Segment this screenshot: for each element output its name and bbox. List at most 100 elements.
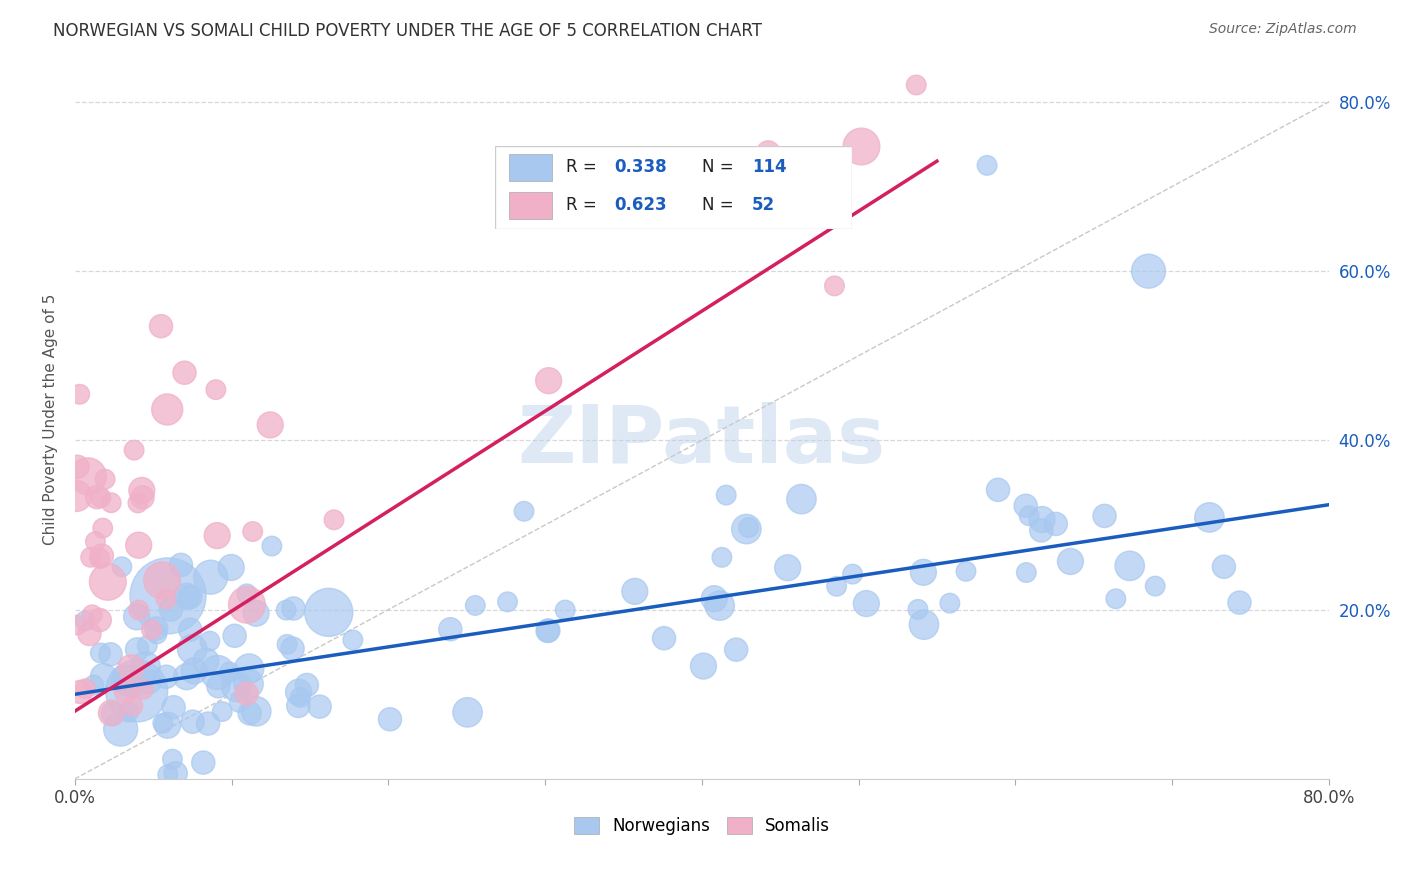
- Norwegians: [912, 617, 935, 632]
- Somalis: [121, 698, 143, 713]
- Norwegians: [138, 674, 160, 689]
- Norwegians: [162, 752, 184, 766]
- Norwegians: [179, 623, 201, 637]
- Somalis: [115, 684, 138, 698]
- Somalis: [69, 685, 91, 699]
- Norwegians: [1031, 512, 1053, 526]
- Norwegians: [855, 597, 877, 611]
- Norwegians: [710, 550, 733, 565]
- Text: Source: ZipAtlas.com: Source: ZipAtlas.com: [1209, 22, 1357, 37]
- Somalis: [745, 153, 768, 167]
- Somalis: [657, 203, 679, 218]
- Norwegians: [1229, 596, 1251, 610]
- Norwegians: [125, 684, 148, 698]
- Norwegians: [238, 662, 260, 676]
- Norwegians: [218, 665, 240, 679]
- Somalis: [84, 534, 107, 549]
- Norwegians: [1198, 510, 1220, 524]
- Norwegians: [318, 605, 340, 619]
- Norwegians: [89, 646, 111, 660]
- Norwegians: [955, 564, 977, 578]
- Norwegians: [181, 642, 204, 657]
- Somalis: [120, 661, 142, 675]
- Norwegians: [976, 158, 998, 172]
- Somalis: [69, 387, 91, 401]
- Somalis: [236, 598, 259, 612]
- Somalis: [66, 459, 89, 474]
- Norwegians: [112, 675, 135, 690]
- Somalis: [807, 156, 830, 170]
- Norwegians: [464, 599, 486, 613]
- Somalis: [86, 490, 108, 504]
- Norwegians: [939, 596, 962, 610]
- Norwegians: [245, 704, 267, 718]
- Norwegians: [457, 706, 479, 720]
- Somalis: [824, 279, 846, 293]
- Somalis: [90, 491, 112, 505]
- Norwegians: [110, 722, 132, 736]
- Somalis: [323, 513, 346, 527]
- Norwegians: [165, 766, 187, 780]
- Norwegians: [1015, 566, 1038, 580]
- Norwegians: [100, 648, 122, 662]
- Norwegians: [737, 520, 759, 534]
- Norwegians: [1059, 554, 1081, 568]
- Norwegians: [120, 677, 142, 691]
- Norwegians: [176, 670, 198, 684]
- Norwegians: [160, 602, 183, 616]
- Norwegians: [554, 603, 576, 617]
- Somalis: [128, 538, 150, 552]
- Norwegians: [1137, 264, 1160, 278]
- Somalis: [127, 496, 149, 510]
- Norwegians: [513, 504, 536, 518]
- Norwegians: [162, 700, 184, 714]
- Norwegians: [1014, 499, 1036, 513]
- Norwegians: [125, 610, 148, 624]
- Norwegians: [692, 659, 714, 673]
- Norwegians: [342, 632, 364, 647]
- Norwegians: [276, 637, 298, 651]
- Norwegians: [198, 634, 221, 648]
- Norwegians: [287, 685, 309, 699]
- Norwegians: [157, 589, 180, 603]
- Norwegians: [283, 601, 305, 615]
- Norwegians: [197, 716, 219, 731]
- Norwegians: [145, 622, 167, 636]
- Norwegians: [239, 706, 262, 721]
- Norwegians: [987, 483, 1010, 497]
- Somalis: [89, 613, 111, 627]
- Norwegians: [308, 699, 330, 714]
- Norwegians: [1105, 591, 1128, 606]
- Somalis: [77, 469, 100, 483]
- Norwegians: [790, 492, 813, 507]
- Norwegians: [224, 629, 246, 643]
- Somalis: [242, 524, 264, 539]
- Somalis: [97, 574, 120, 589]
- Norwegians: [170, 558, 193, 572]
- Norwegians: [219, 560, 242, 574]
- Norwegians: [75, 614, 97, 628]
- Norwegians: [1018, 508, 1040, 523]
- Norwegians: [1118, 558, 1140, 573]
- Norwegians: [183, 664, 205, 678]
- Norwegians: [194, 654, 217, 668]
- Norwegians: [735, 522, 758, 536]
- Somalis: [205, 383, 228, 397]
- Somalis: [100, 496, 122, 510]
- Somalis: [173, 366, 195, 380]
- Norwegians: [111, 559, 134, 574]
- Somalis: [131, 491, 153, 505]
- Norwegians: [115, 673, 138, 687]
- Norwegians: [93, 669, 115, 683]
- Norwegians: [101, 706, 124, 721]
- Norwegians: [841, 567, 863, 582]
- Somalis: [905, 78, 928, 92]
- Norwegians: [287, 698, 309, 713]
- Somalis: [150, 319, 173, 334]
- Norwegians: [238, 677, 260, 691]
- Norwegians: [714, 488, 737, 502]
- Somalis: [141, 623, 163, 637]
- Norwegians: [228, 695, 250, 709]
- Norwegians: [281, 641, 304, 656]
- Somalis: [131, 483, 153, 498]
